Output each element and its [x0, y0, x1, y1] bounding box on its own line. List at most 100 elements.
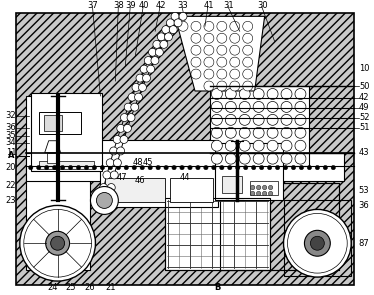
Circle shape	[281, 114, 292, 125]
Circle shape	[228, 165, 232, 170]
Circle shape	[113, 135, 121, 143]
Circle shape	[103, 171, 111, 179]
Circle shape	[243, 45, 253, 55]
Circle shape	[230, 57, 240, 67]
Circle shape	[28, 165, 33, 170]
Circle shape	[281, 127, 292, 138]
Circle shape	[267, 88, 278, 99]
Circle shape	[211, 153, 222, 164]
Circle shape	[110, 147, 118, 155]
Bar	[220, 183, 339, 270]
Circle shape	[113, 159, 122, 167]
Circle shape	[267, 101, 278, 112]
Circle shape	[211, 114, 222, 125]
Circle shape	[211, 127, 222, 138]
Circle shape	[164, 165, 168, 170]
Circle shape	[230, 69, 240, 79]
Text: 23: 23	[6, 196, 16, 205]
Circle shape	[299, 165, 304, 170]
Circle shape	[191, 69, 201, 79]
Circle shape	[180, 165, 184, 170]
Bar	[165, 199, 270, 270]
Text: 51: 51	[359, 123, 370, 132]
Circle shape	[107, 183, 115, 191]
Text: 11: 11	[6, 148, 16, 157]
Circle shape	[46, 231, 70, 255]
Circle shape	[225, 101, 236, 112]
Circle shape	[239, 127, 250, 138]
Circle shape	[20, 205, 95, 281]
Circle shape	[204, 21, 214, 31]
Circle shape	[50, 236, 65, 250]
Circle shape	[204, 81, 214, 91]
Bar	[210, 86, 309, 165]
Circle shape	[295, 140, 306, 151]
Circle shape	[99, 183, 108, 191]
Circle shape	[275, 165, 280, 170]
Circle shape	[239, 88, 250, 99]
Circle shape	[225, 88, 236, 99]
Circle shape	[251, 185, 255, 190]
Text: 42: 42	[359, 94, 370, 102]
Text: 42: 42	[156, 1, 166, 10]
Circle shape	[191, 21, 201, 31]
Circle shape	[196, 165, 200, 170]
Circle shape	[157, 33, 165, 41]
Text: 45: 45	[143, 158, 153, 167]
Circle shape	[253, 153, 264, 164]
Circle shape	[124, 103, 132, 111]
Text: 44: 44	[180, 173, 190, 182]
Circle shape	[243, 21, 253, 31]
Circle shape	[253, 127, 264, 138]
Circle shape	[281, 153, 292, 164]
Circle shape	[267, 127, 278, 138]
Bar	[39, 161, 95, 169]
Circle shape	[217, 33, 227, 43]
Circle shape	[124, 165, 129, 170]
Circle shape	[260, 165, 264, 170]
Circle shape	[140, 65, 148, 73]
Circle shape	[267, 140, 278, 151]
Circle shape	[253, 101, 264, 112]
Circle shape	[251, 165, 256, 170]
Circle shape	[315, 165, 319, 170]
Circle shape	[127, 114, 135, 122]
Circle shape	[211, 101, 222, 112]
Circle shape	[179, 12, 187, 20]
Bar	[26, 153, 344, 181]
Circle shape	[148, 48, 156, 56]
Circle shape	[110, 171, 118, 179]
Circle shape	[281, 101, 292, 112]
Text: 41: 41	[204, 1, 214, 10]
Bar	[222, 176, 242, 194]
Text: 38: 38	[113, 1, 124, 10]
Circle shape	[61, 165, 65, 170]
Bar	[105, 178, 165, 202]
Circle shape	[128, 93, 136, 101]
Text: 30: 30	[257, 1, 268, 10]
Circle shape	[304, 230, 330, 256]
Circle shape	[323, 165, 328, 170]
Circle shape	[204, 165, 208, 170]
Text: 25: 25	[65, 283, 76, 291]
Circle shape	[45, 165, 49, 170]
Circle shape	[230, 81, 240, 91]
Circle shape	[243, 33, 253, 43]
Bar	[250, 181, 278, 196]
Circle shape	[251, 191, 255, 196]
Circle shape	[243, 57, 253, 67]
Circle shape	[117, 147, 125, 155]
Circle shape	[131, 103, 139, 111]
Circle shape	[188, 165, 192, 170]
Text: 35: 35	[6, 131, 16, 140]
Circle shape	[295, 101, 306, 112]
Circle shape	[239, 153, 250, 164]
Circle shape	[307, 165, 312, 170]
Circle shape	[281, 88, 292, 99]
Bar	[220, 183, 339, 270]
Circle shape	[281, 140, 292, 151]
Text: 36: 36	[359, 201, 370, 210]
Circle shape	[204, 69, 214, 79]
Circle shape	[288, 213, 347, 273]
Circle shape	[165, 33, 172, 41]
